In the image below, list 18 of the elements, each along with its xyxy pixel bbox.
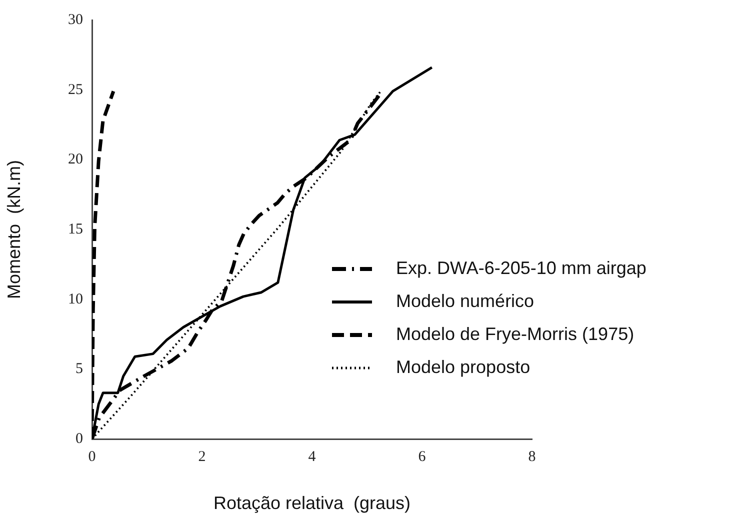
y-tick-label: 25 (68, 82, 83, 98)
y-tick-label: 10 (68, 291, 83, 308)
x-tick-label: 6 (418, 448, 426, 465)
x-tick-label: 2 (198, 448, 206, 465)
x-tick-label: 0 (88, 448, 96, 465)
x-tick-label: 4 (308, 448, 316, 465)
y-tick-label: 15 (68, 221, 83, 238)
legend-label: Modelo numérico (396, 291, 534, 312)
legend-label: Modelo proposto (396, 357, 530, 378)
x-axis-title: Rotação relativa (graus) (213, 493, 411, 514)
y-axis-title: Momento (kN.m) (4, 160, 24, 300)
y-tick-label: 30 (68, 12, 83, 28)
legend-label: Modelo de Frye-Morris (1975) (396, 324, 634, 345)
legend-label: Exp. DWA-6-205-10 mm airgap (396, 258, 646, 279)
y-tick-label: 5 (76, 361, 83, 378)
y-tick-label: 0 (76, 430, 83, 447)
x-tick-label: 8 (528, 448, 536, 465)
y-tick-label: 20 (68, 152, 83, 168)
